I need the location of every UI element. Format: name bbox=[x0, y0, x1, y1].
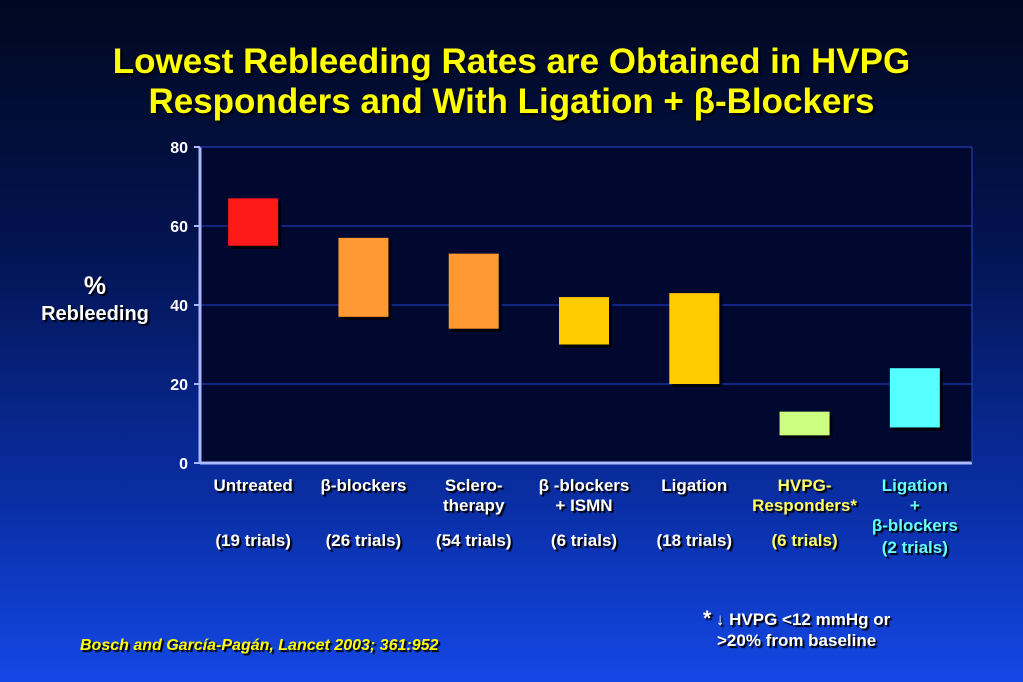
footnote: * ↓ HVPG <12 mmHg or >20% from baseline bbox=[703, 608, 890, 651]
category-name-line: Ligation bbox=[661, 476, 728, 495]
footnote-line-2: >20% from baseline bbox=[717, 631, 877, 650]
chart-title: Lowest Rebleeding Rates are Obtained in … bbox=[0, 42, 1023, 122]
y-axis-label: % Rebleeding bbox=[20, 272, 170, 328]
title-line-1: Lowest Rebleeding Rates are Obtained in … bbox=[112, 42, 911, 81]
bar bbox=[448, 253, 499, 329]
category-name-line: + ISMN bbox=[555, 496, 613, 515]
trials-count: (54 trials) bbox=[435, 531, 512, 550]
category-name-line: Responders* bbox=[752, 496, 857, 515]
category-label: Ligation (18 trials) bbox=[629, 476, 759, 550]
footnote-star: * bbox=[703, 607, 712, 630]
trials-count: (19 trials) bbox=[215, 531, 291, 550]
bar bbox=[228, 198, 279, 246]
bar bbox=[338, 237, 389, 317]
category-name-line: Sclero- bbox=[444, 476, 503, 495]
bar bbox=[669, 293, 720, 384]
category-label: HVPG- Responders* (6 trials) bbox=[740, 476, 870, 550]
y-axis-percent: % bbox=[83, 272, 107, 300]
trials-count: (26 trials) bbox=[325, 531, 402, 550]
bar bbox=[779, 411, 830, 436]
category-label: Untreated (19 trials) bbox=[188, 476, 318, 550]
y-tick-label: 40 bbox=[170, 298, 188, 315]
category-name-line: HVPG- bbox=[777, 476, 832, 495]
bar bbox=[559, 297, 609, 345]
trials-count: (18 trials) bbox=[656, 531, 733, 550]
category-name-line: β-blockers bbox=[871, 516, 958, 535]
category-label: β-blockers (26 trials) bbox=[298, 476, 428, 550]
category-name-line: β-blockers bbox=[320, 476, 407, 495]
category-label: Sclero-therapy (54 trials) bbox=[409, 476, 539, 550]
category-name-line: Ligation bbox=[881, 476, 948, 495]
down-arrow-icon: ↓ bbox=[715, 610, 725, 629]
y-tick-label: 80 bbox=[170, 140, 188, 157]
trials-count: (2 trials) bbox=[881, 538, 948, 557]
category-label: β -blockers + ISMN (6 trials) bbox=[519, 476, 649, 550]
beta-symbol: β bbox=[693, 82, 715, 121]
y-tick-label: 20 bbox=[170, 377, 188, 394]
citation: Bosch and García-Pagán, Lancet 2003; 361… bbox=[80, 637, 439, 654]
category-label: Ligation + β-blockers (2 trials) bbox=[850, 476, 980, 557]
category-name-line: Untreated bbox=[213, 476, 293, 495]
category-name-line: + bbox=[909, 496, 920, 515]
category-name-line: therapy bbox=[442, 496, 505, 515]
y-axis-text: Rebleeding bbox=[41, 303, 149, 325]
category-name-line: β -blockers bbox=[538, 476, 630, 495]
trials-count: (6 trials) bbox=[771, 531, 838, 550]
title-line-2: Responders and With Ligation + β-Blocker… bbox=[148, 82, 875, 121]
bar bbox=[889, 368, 940, 428]
footnote-line-1: HVPG <12 mmHg or bbox=[724, 610, 891, 629]
y-tick-label: 60 bbox=[170, 219, 188, 236]
trials-count: (6 trials) bbox=[550, 531, 618, 550]
y-tick-label: 0 bbox=[179, 456, 188, 473]
